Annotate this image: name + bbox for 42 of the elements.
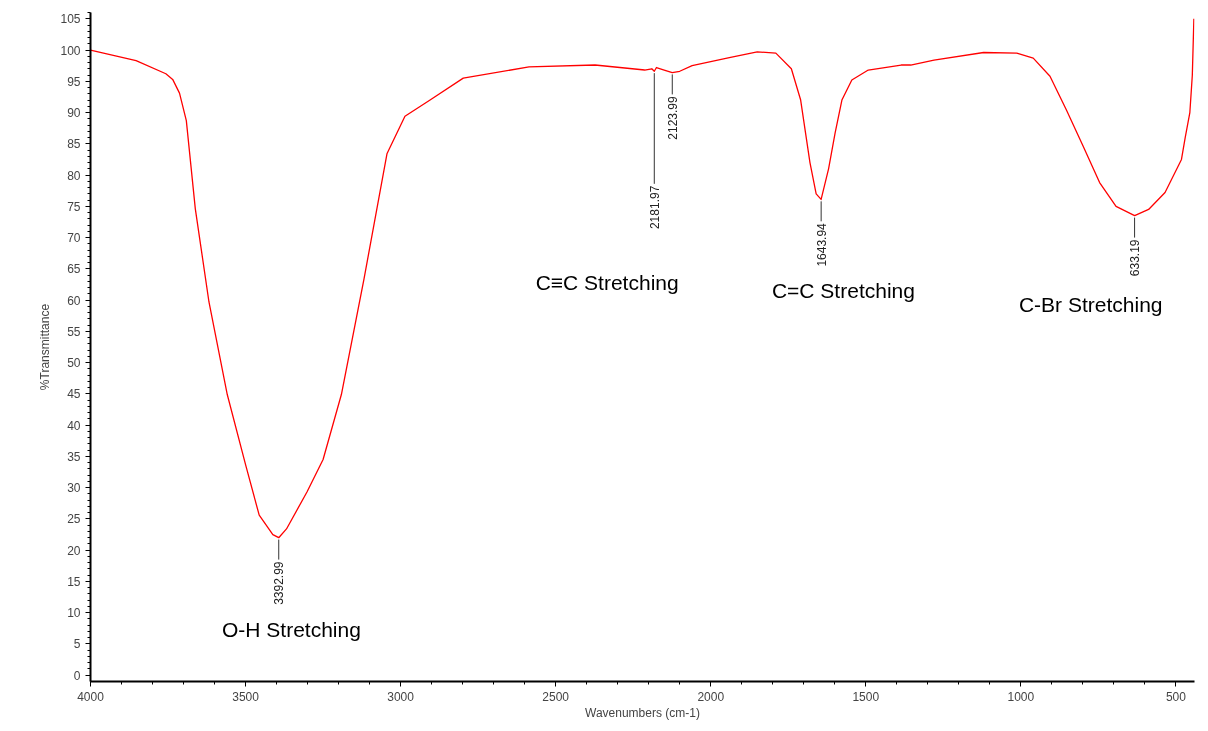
y-tick-label: 65 (67, 262, 81, 277)
annotation: C=C Stretching (771, 279, 915, 303)
x-axis-title: Wavenumbers (cm-1) (585, 705, 700, 720)
y-tick-label: 55 (67, 324, 81, 339)
y-tick-label: 30 (67, 481, 81, 496)
y-tick-label: 90 (67, 106, 81, 121)
x-tick-label: 2500 (542, 689, 570, 704)
y-tick-label: 15 (67, 574, 81, 589)
y-tick-label: 10 (67, 606, 81, 621)
x-tick-label: 2000 (697, 689, 725, 704)
y-tick-label: 80 (67, 168, 81, 183)
annotation: 2181.97 (647, 185, 662, 230)
annotation: C-Br Stretching (1018, 292, 1163, 316)
x-tick-label: 3500 (232, 689, 260, 704)
annotation: 633.19 (1128, 239, 1143, 277)
y-tick-label: 5 (73, 637, 81, 652)
y-tick-label: 105 (60, 12, 81, 27)
y-tick-label: 75 (67, 199, 81, 214)
y-tick-label: 50 (67, 356, 81, 371)
y-tick-label: 45 (67, 387, 81, 402)
y-tick-label: 0 (73, 668, 81, 683)
y-tick-label: 85 (67, 137, 81, 152)
y-tick-label: 40 (67, 418, 81, 433)
x-tick-label: 500 (1165, 689, 1187, 704)
x-tick-label: 1000 (1007, 689, 1035, 704)
x-tick-label: 4000 (77, 689, 105, 704)
y-tick-label: 25 (67, 512, 81, 527)
annotation: 2123.99 (665, 95, 680, 140)
y-tick-label: 70 (67, 231, 81, 246)
y-axis-title: %Transmittance (38, 303, 53, 391)
x-tick-label: 3000 (387, 689, 415, 704)
y-tick-label: 35 (67, 449, 81, 464)
annotation: 1643.94 (814, 222, 829, 267)
annotation: C≡C Stretching (535, 270, 679, 294)
y-tick-label: 95 (67, 74, 81, 89)
annotation: O-H Stretching (221, 617, 361, 641)
x-tick-label: 1500 (852, 689, 880, 704)
y-tick-label: 60 (67, 293, 81, 308)
y-tick-label: 20 (67, 543, 81, 558)
annotation: 3392.99 (272, 561, 287, 605)
line-series (90, 18, 1195, 539)
y-tick-label: 100 (60, 43, 81, 58)
